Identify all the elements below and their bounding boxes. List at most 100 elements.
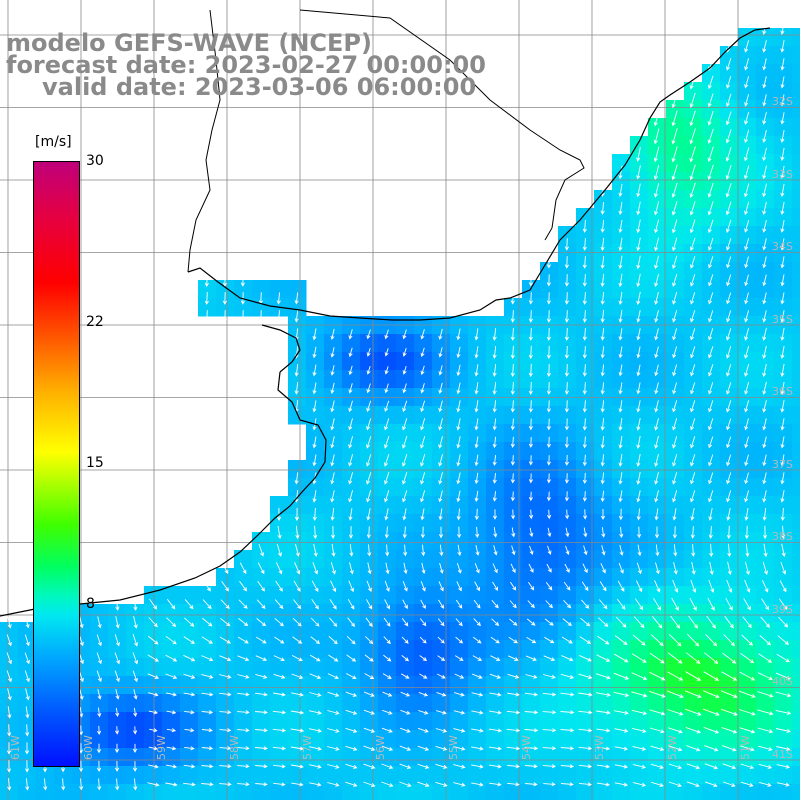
wind-arrow [762,219,767,233]
wind-speed-cell [342,586,361,605]
latitude-label: 36S [772,385,793,398]
wind-arrow [294,364,299,377]
wind-speed-cell [738,424,757,443]
wind-speed-cell [684,280,703,299]
wind-arrow [707,237,714,251]
wind-speed-cell [126,730,145,749]
wind-arrow [582,418,587,431]
wind-speed-cell [486,460,505,479]
wind-arrow [328,654,339,662]
wind-speed-cell [756,604,775,623]
wind-arrow [506,746,521,751]
wind-arrow [542,746,557,751]
wind-arrow [526,618,536,626]
wind-arrow [96,652,102,665]
wind-speed-cell [612,550,631,569]
wind-speed-cell [162,622,181,641]
wind-arrow [726,274,732,287]
wind-arrow [366,599,373,610]
wind-arrow [510,292,515,305]
wind-speed-cell [234,784,253,800]
wind-speed-cell [540,496,559,515]
wind-speed-cell [288,622,307,641]
wind-speed-cell [162,694,181,713]
wind-speed-cell [738,496,757,515]
wind-arrow [471,710,484,715]
wind-speed-cell [630,208,649,227]
wind-speed-cell [630,550,649,569]
wind-arrow [780,274,785,287]
wind-speed-cell [126,622,145,641]
wind-arrow [597,635,610,645]
wind-arrow [524,692,539,697]
wind-arrow [348,400,353,413]
wind-speed-cell [306,370,325,389]
wind-arrow [295,525,300,540]
wind-speed-cell [378,694,397,713]
wind-arrow [96,634,102,647]
wind-speed-cell [702,424,721,443]
wind-speed-cell [720,64,739,83]
wind-arrow [636,346,641,359]
wind-arrow [546,491,551,502]
wind-arrow [313,543,318,557]
wind-arrow [744,363,750,377]
wind-speed-cell [324,604,343,623]
wind-speed-cell [648,118,667,137]
wind-arrow [221,562,229,575]
wind-speed-cell [126,640,145,659]
wind-speed-cell [720,694,739,713]
wind-speed-cell [504,568,523,587]
wind-speed-cell [378,568,397,587]
wind-speed-cell [414,784,433,800]
wind-speed-cell [702,622,721,641]
wind-speed-cell [774,514,793,533]
wind-speed-cell [792,118,800,137]
wind-speed-cell [306,676,325,695]
wind-arrow [726,58,732,71]
wind-arrow [255,655,268,662]
wind-speed-cell [594,496,613,515]
wind-arrow [704,763,719,770]
wind-speed-cell [198,298,217,317]
wind-arrow [525,782,538,787]
wind-speed-cell [360,424,379,443]
wind-arrow [366,418,372,431]
wind-speed-cell [594,622,613,641]
wind-arrow [420,599,426,610]
wind-arrow [474,563,480,574]
wind-arrow [507,782,520,787]
wind-arrow [115,707,120,718]
wind-speed-cell [306,532,325,551]
wind-speed-cell [486,496,505,515]
wind-speed-cell [756,622,775,641]
wind-speed-cell [18,658,37,677]
wind-arrow [744,525,749,540]
wind-speed-cell [630,586,649,605]
wind-arrow [547,545,552,556]
wind-speed-cell [144,622,163,641]
wind-arrow [529,545,534,555]
wind-arrow [365,617,373,627]
wind-speed-cell [504,622,523,641]
wind-speed-cell [468,694,487,713]
wind-speed-cell [252,532,271,551]
wind-speed-cell [0,694,19,713]
wind-arrow [493,527,498,538]
wind-speed-cell [378,442,397,461]
wind-arrow [438,490,443,503]
wind-arrow [596,654,611,662]
wind-arrow [649,652,665,664]
wind-speed-cell [522,460,541,479]
wind-arrow [725,597,733,611]
wind-speed-cell [702,154,721,173]
wind-speed-cell [630,532,649,551]
wind-arrow [707,111,714,126]
wind-speed-cell [486,730,505,749]
wind-arrow [345,781,358,787]
wind-arrow [618,454,623,467]
wind-speed-cell [558,640,577,659]
wind-speed-cell [684,442,703,461]
wind-arrow [707,75,714,90]
